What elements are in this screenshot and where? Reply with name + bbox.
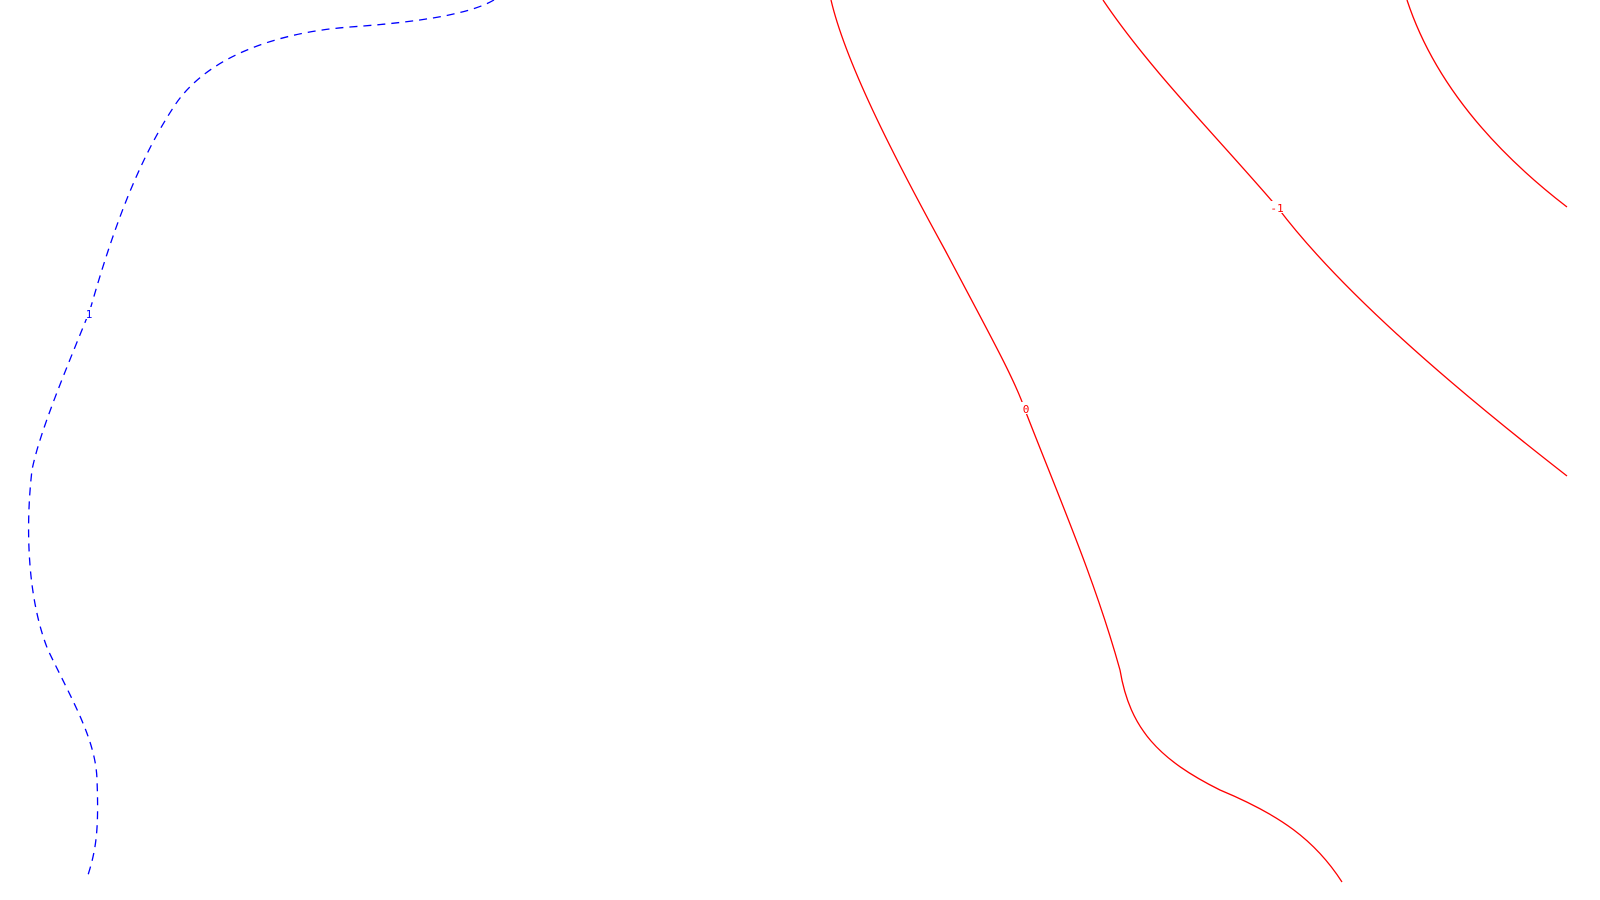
contour-line-level-0: [830, 0, 1343, 883]
contour-line-level--1: [1102, 0, 1568, 477]
contour-label-level--1: -1: [1270, 202, 1283, 215]
contour-label-level-1: 1: [86, 308, 93, 321]
contour-label-level-0: 0: [1023, 403, 1030, 416]
contour-line-level--2: [1406, 0, 1568, 208]
contour-label-background: [1269, 201, 1285, 213]
contour-label-background: [84, 307, 94, 319]
contour-line-level-1: [27, 0, 495, 876]
contour-lines: [27, 0, 1568, 883]
contour-label-background: [1021, 402, 1031, 414]
contour-labels: 1 0 -1: [84, 201, 1285, 416]
